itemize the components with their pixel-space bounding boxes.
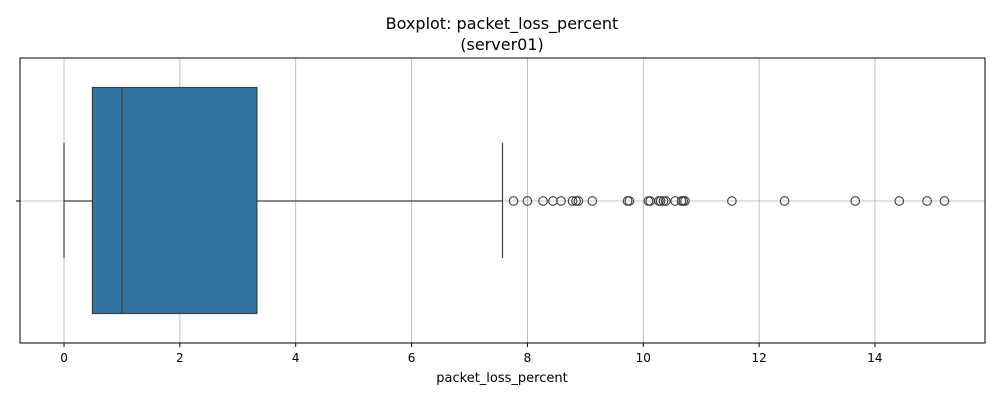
x-tick-label: 12 bbox=[751, 351, 766, 365]
outlier-point bbox=[660, 196, 671, 206]
outlier-point bbox=[522, 196, 533, 206]
x-tick-label: 14 bbox=[867, 351, 882, 365]
outlier-point bbox=[567, 196, 578, 206]
x-axis-ticks: 0 2 4 6 8 10 12 14 bbox=[60, 343, 883, 365]
outlier-point bbox=[508, 196, 519, 206]
outlier-point bbox=[939, 196, 950, 206]
outlier-point bbox=[894, 196, 905, 206]
outlier-point bbox=[624, 196, 635, 206]
outlier-point bbox=[556, 196, 566, 206]
box-plot-group bbox=[63, 86, 504, 315]
chart-subtitle: (server01) bbox=[460, 35, 544, 54]
outlier-point bbox=[571, 196, 581, 206]
chart-title: Boxplot: packet_loss_percent bbox=[386, 14, 619, 34]
outlier-point bbox=[658, 196, 669, 206]
x-tick-label: 4 bbox=[292, 351, 300, 365]
outlier-point bbox=[680, 196, 690, 206]
outlier-points bbox=[508, 196, 950, 206]
x-tick-label: 8 bbox=[524, 351, 532, 365]
x-tick-label: 6 bbox=[408, 351, 416, 365]
outlier-point bbox=[779, 196, 790, 206]
outlier-point bbox=[573, 196, 584, 206]
outlier-point bbox=[922, 196, 932, 206]
x-tick-label: 0 bbox=[60, 351, 68, 365]
outlier-point bbox=[727, 196, 737, 206]
outlier-point bbox=[538, 196, 548, 206]
x-axis-label: packet_loss_percent bbox=[436, 371, 567, 386]
outlier-point bbox=[587, 196, 598, 206]
outlier-point bbox=[655, 196, 666, 206]
x-tick-label: 2 bbox=[176, 351, 184, 365]
x-tick-label: 10 bbox=[636, 351, 651, 365]
iqr-box bbox=[91, 86, 258, 315]
outlier-point bbox=[850, 196, 861, 206]
